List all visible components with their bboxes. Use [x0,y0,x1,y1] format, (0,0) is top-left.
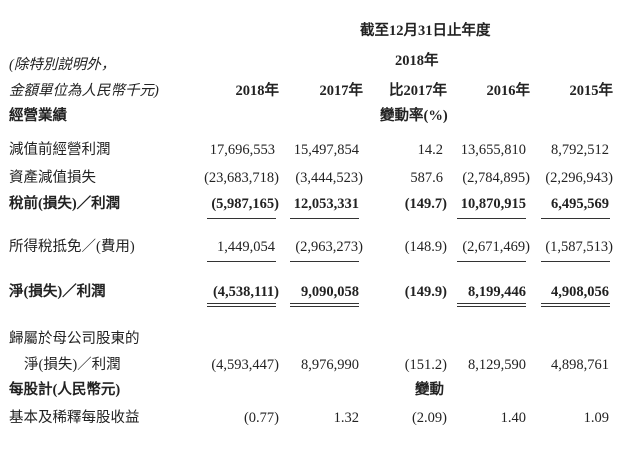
table-cell: 8,976,990 [301,357,359,373]
underline [290,218,359,219]
table-cell: 12,053,331 [293,196,359,212]
table-cell: 9,090,058 [301,284,359,300]
double-underline [457,303,526,307]
table-cell: 17,696,553 [209,142,275,158]
table-cell: 13,655,810 [460,142,526,158]
per-share-change-header: 變動 [415,382,444,398]
table-cell: 1.32 [333,410,359,426]
table-cell: 1.09 [583,410,609,426]
double-underline [290,303,359,307]
period-header: 截至12月31日止年度 [360,23,491,39]
table-cell: (5,987,165) [211,196,279,212]
underline [457,261,526,262]
table-cell: (2,671,469) [462,239,530,255]
table-cell: (4,538,111) [212,284,279,300]
table-cell: 10,870,915 [460,196,526,212]
table-cell: (2,963,273) [295,239,363,255]
unit-note-line2: 金額單位為人民幣千元) [9,83,159,99]
net-profit-label: 淨(損失)／利潤 [9,284,106,300]
table-cell: (149.9) [404,284,447,300]
pre-impairment-operating-profit-label: 減值前經營利潤 [9,142,111,158]
table-cell: (2,296,943) [545,170,613,186]
table-cell: 8,129,590 [468,357,526,373]
underline [207,218,276,219]
col-header-2016: 2016年 [486,83,531,99]
double-underline [207,303,276,307]
col-header-2017: 2017年 [319,83,364,99]
income-tax-label: 所得稅抵免／(費用) [9,239,135,255]
table-cell: (151.2) [404,357,447,373]
attributable-net-profit-label: 歸屬於母公司股東的 [9,331,140,347]
underline [290,261,359,262]
table-cell: 8,199,446 [468,284,526,300]
profit-before-tax-label: 稅前(損失)／利潤 [9,196,121,212]
table-cell: 587.6 [410,170,443,186]
col-header-2015: 2015年 [569,83,614,99]
table-cell: (23,683,718) [204,170,279,186]
per-share-label: 每股計(人民幣元) [9,382,121,398]
table-cell: (3,444,523) [295,170,363,186]
attributable-net-profit-label-line2: 淨(損失)／利潤 [24,357,121,373]
table-cell: (1,587,513) [545,239,613,255]
table-cell: (0.77) [243,410,279,426]
asset-impairment-loss-label: 資產減值損失 [9,170,96,186]
table-cell: 14.2 [417,142,443,158]
underline [541,261,610,262]
table-cell: (2,784,895) [462,170,530,186]
underline [541,218,610,219]
section-operating-results: 經營業績 [9,108,67,124]
table-cell: 4,898,761 [551,357,609,373]
change-rate-header: 變動率(%) [380,108,448,124]
table-cell: (4,593,447) [211,357,279,373]
col-header-2018: 2018年 [235,83,280,99]
underline [457,218,526,219]
table-cell: 1.40 [500,410,526,426]
eps-label: 基本及稀釋每股收益 [9,410,140,426]
double-underline [541,303,610,307]
unit-note-line1: (除特別説明外， [9,57,116,73]
change-year-header: 2018年 [395,53,439,69]
table-cell: (2.09) [411,410,447,426]
table-cell: (149.7) [404,196,447,212]
table-cell: 1,449,054 [217,239,275,255]
underline [207,261,276,262]
table-cell: 15,497,854 [293,142,359,158]
table-cell: 6,495,569 [551,196,609,212]
col-header-change: 比2017年 [389,83,447,99]
table-cell: 4,908,056 [551,284,609,300]
table-cell: (148.9) [404,239,447,255]
table-cell: 8,792,512 [551,142,609,158]
